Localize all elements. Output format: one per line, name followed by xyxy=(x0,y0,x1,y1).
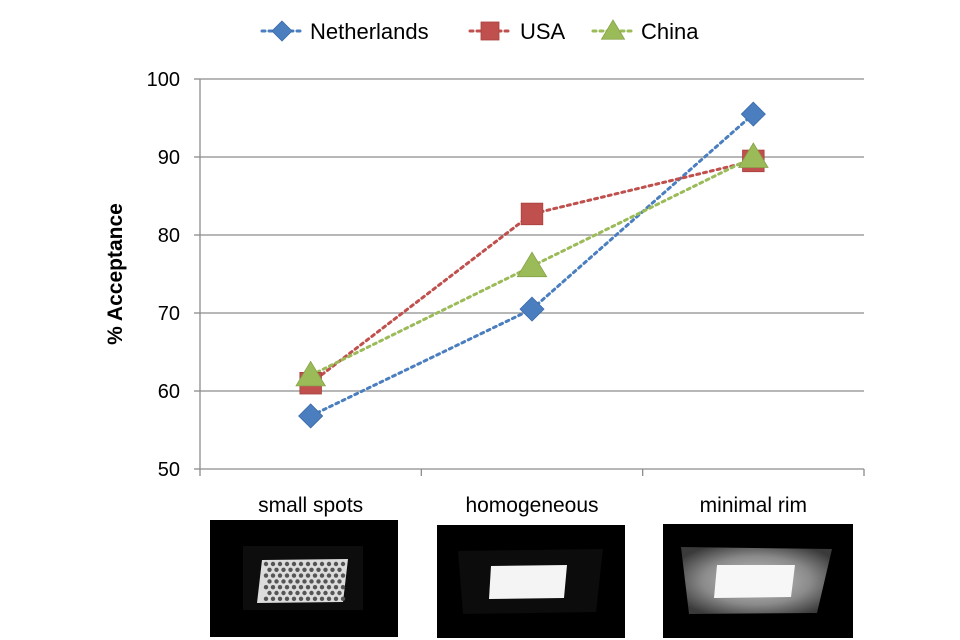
data-point-netherlands xyxy=(740,101,766,127)
y-tick-label: 60 xyxy=(158,381,180,403)
series-lines xyxy=(295,101,769,429)
data-point-china xyxy=(516,251,548,278)
y-axis-title: % Acceptance xyxy=(104,203,127,345)
legend-marker xyxy=(271,20,293,42)
category-label: homogeneous xyxy=(465,494,598,517)
data-point-china xyxy=(737,142,769,168)
y-tick-label: 50 xyxy=(158,459,180,481)
y-tick-label: 70 xyxy=(158,303,180,325)
data-point-china xyxy=(295,360,327,387)
minimal-rim-image xyxy=(663,524,853,638)
legend-label: China xyxy=(641,19,699,44)
legend-label: USA xyxy=(520,19,566,44)
small-spots-image xyxy=(210,520,398,637)
category-label: small spots xyxy=(258,494,363,517)
y-tick-label: 100 xyxy=(147,69,180,91)
data-point-netherlands xyxy=(519,296,545,322)
legend: Netherlands USA China xyxy=(260,19,699,44)
category-label: minimal rim xyxy=(700,494,807,517)
y-tick-labels: 50 60 70 80 90 100 xyxy=(147,69,180,481)
data-point-netherlands xyxy=(298,403,324,429)
y-tick-label: 80 xyxy=(158,225,180,247)
gridlines xyxy=(200,78,864,392)
homogeneous-image xyxy=(437,525,625,638)
legend-label: Netherlands xyxy=(310,19,429,44)
legend-marker xyxy=(600,19,626,40)
legend-marker xyxy=(480,21,500,41)
axes xyxy=(194,78,865,476)
data-point-usa xyxy=(520,202,544,226)
category-labels: small spots homogeneous minimal rim xyxy=(258,494,807,517)
y-tick-label: 90 xyxy=(158,147,180,169)
